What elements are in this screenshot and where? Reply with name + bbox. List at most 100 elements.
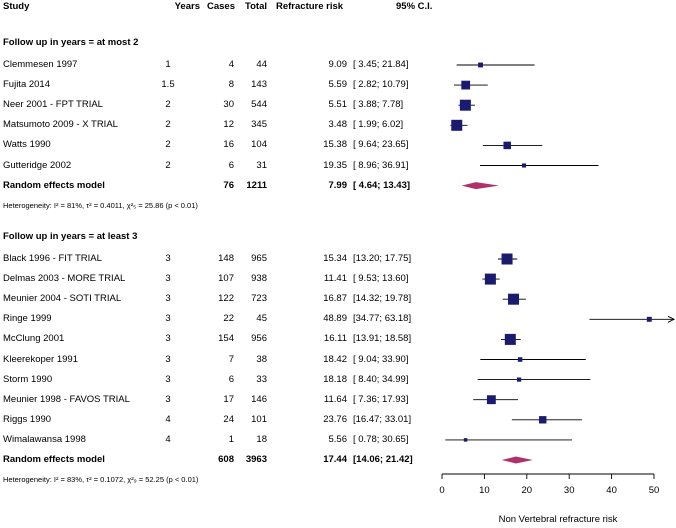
- study-ci: [ 3.88; 7.78]: [353, 99, 404, 111]
- study-point: [508, 293, 520, 305]
- study-ci: [ 1.99; 6.02]: [353, 119, 404, 131]
- study-total: 45: [256, 313, 267, 325]
- study-total: 345: [251, 119, 267, 131]
- study-cases: 30: [223, 99, 234, 111]
- study-total: 544: [251, 99, 267, 111]
- study-name: Watts 1990: [3, 139, 51, 151]
- study-risk: 48.89: [323, 313, 347, 325]
- pooled-diamond: [461, 182, 499, 190]
- study-name: Meunier 2004 - SOTI TRIAL: [3, 293, 122, 305]
- model-ci: [14.06; 21.42]: [353, 454, 413, 465]
- study-total: 146: [251, 393, 267, 405]
- study-name: Matsumoto 2009 - X TRIAL: [3, 119, 118, 131]
- study-years: 2: [165, 119, 171, 131]
- study-risk: 9.09: [328, 59, 348, 70]
- study-name: Riggs 1990: [3, 413, 52, 425]
- study-years: 1.5: [161, 79, 175, 91]
- study-ci: [ 8.40; 34.99]: [353, 373, 409, 385]
- study-risk: 11.41: [323, 273, 347, 285]
- study-cases: 107: [218, 273, 234, 285]
- model-label: Random effects model: [3, 454, 105, 465]
- ci-arrow: [667, 315, 676, 323]
- x-axis-label: Non Vertebral refracture risk: [499, 514, 618, 525]
- study-years: 1: [165, 59, 171, 70]
- study-years: 3: [165, 333, 171, 345]
- study-cases: 24: [223, 413, 234, 425]
- study-ci: [ 9.53; 13.60]: [353, 273, 409, 285]
- study-years: 3: [165, 273, 171, 285]
- study-risk: 16.87: [323, 293, 347, 305]
- study-cases: 1: [228, 433, 234, 445]
- study-ci: [ 7.36; 17.93]: [353, 393, 409, 405]
- header-ci: 95% C.I.: [396, 1, 433, 12]
- pooled-diamond: [501, 456, 533, 464]
- study-risk: 5.51: [328, 99, 348, 111]
- model-cases: 76: [223, 179, 234, 191]
- study-years: 3: [165, 373, 171, 385]
- study-name: Ringe 1999: [3, 313, 52, 325]
- study-point: [503, 141, 511, 150]
- study-cases: 4: [228, 59, 234, 70]
- x-tick-label: 10: [479, 485, 490, 496]
- model-ci: [ 4.64; 13.43]: [353, 179, 411, 191]
- study-total: 938: [251, 273, 267, 285]
- study-ci: [16.47; 33.01]: [353, 413, 412, 425]
- study-total: 956: [251, 333, 267, 345]
- study-point: [516, 377, 522, 382]
- x-tick-label: 20: [522, 485, 533, 496]
- study-point: [504, 333, 516, 345]
- study-cases: 17: [223, 393, 234, 405]
- study-ci: [ 0.78; 30.65]: [353, 433, 409, 445]
- study-name: Storm 1990: [3, 373, 53, 385]
- study-risk: 23.76: [323, 413, 347, 425]
- study-total: 44: [256, 59, 267, 70]
- study-total: 33: [256, 373, 267, 385]
- study-point: [486, 395, 496, 405]
- study-ci: [ 3.45; 21.84]: [353, 59, 409, 70]
- study-ci: [ 2.82; 10.79]: [353, 79, 409, 91]
- study-name: Gutteridge 2002: [3, 159, 72, 171]
- study-total: 18: [256, 433, 267, 445]
- study-total: 104: [251, 139, 267, 151]
- study-point: [539, 416, 547, 424]
- study-years: 2: [165, 159, 171, 171]
- study-risk: 18.42: [323, 353, 347, 365]
- study-point: [459, 99, 471, 111]
- model-total: 3963: [245, 454, 267, 465]
- study-ci: [ 9.04; 33.90]: [353, 353, 409, 365]
- x-tick-label: 30: [564, 485, 575, 496]
- study-years: 3: [165, 253, 171, 264]
- study-point: [484, 273, 496, 285]
- study-years: 4: [165, 413, 171, 425]
- group-title: Follow up in years = at most 2: [3, 37, 139, 48]
- study-risk: 5.59: [328, 79, 348, 91]
- study-name: Clemmesen 1997: [3, 59, 78, 70]
- study-name: Wimalawansa 1998: [3, 433, 86, 445]
- study-cases: 22: [223, 313, 234, 325]
- study-cases: 7: [228, 353, 234, 365]
- study-cases: 8: [228, 79, 234, 91]
- study-total: 965: [251, 253, 267, 264]
- study-point: [646, 316, 652, 322]
- study-risk: 15.38: [323, 139, 347, 151]
- group-title: Follow up in years = at least 3: [3, 231, 138, 242]
- study-cases: 148: [218, 253, 234, 264]
- study-ci: [ 9.64; 23.65]: [353, 139, 409, 151]
- study-years: 2: [165, 99, 171, 111]
- study-name: McClung 2001: [3, 333, 65, 345]
- study-years: 4: [165, 433, 171, 445]
- study-risk: 11.64: [323, 393, 347, 405]
- study-cases: 122: [218, 293, 234, 305]
- study-total: 101: [251, 413, 267, 425]
- study-years: 3: [165, 313, 171, 325]
- header-total: Total: [245, 1, 267, 12]
- study-ci: [ 8.96; 36.91]: [353, 159, 409, 171]
- study-name: Meunier 1998 - FAVOS TRIAL: [3, 393, 130, 405]
- study-point: [461, 80, 471, 90]
- study-point: [451, 119, 463, 131]
- study-cases: 16: [223, 139, 234, 151]
- header-risk: Refracture risk: [276, 1, 344, 12]
- study-name: Delmas 2003 - MORE TRIAL: [3, 273, 126, 285]
- x-tick-label: 50: [649, 485, 660, 496]
